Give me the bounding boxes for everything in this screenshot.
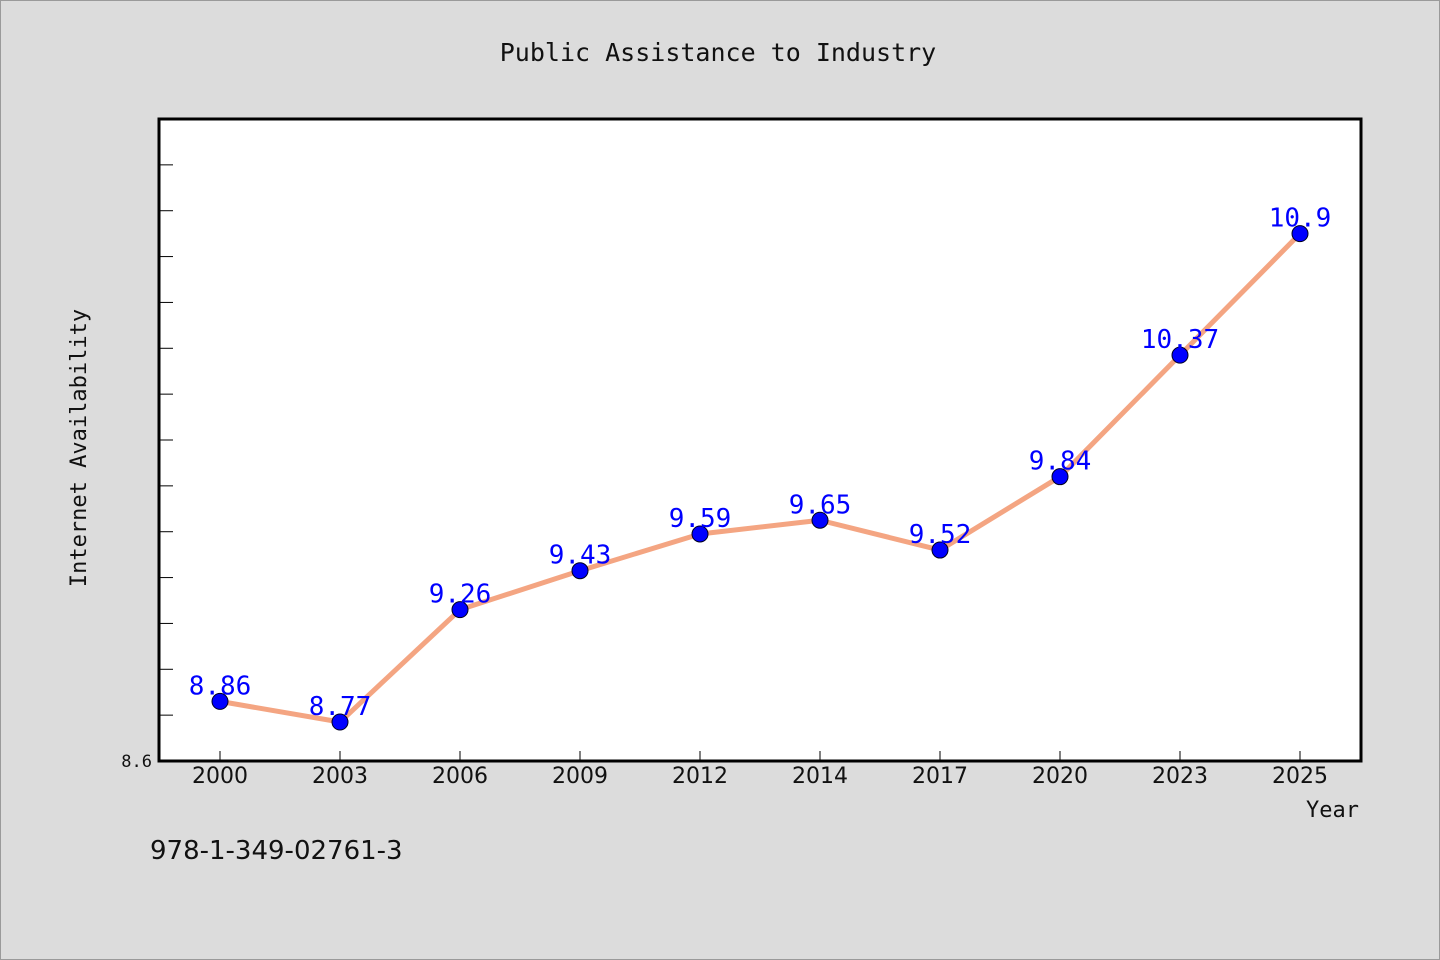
point-2023: [1171, 346, 1189, 364]
x-tick-label-2000: 2000: [192, 764, 248, 789]
data-label-2017: 9.52: [909, 520, 972, 550]
point-2014: [811, 511, 829, 529]
point-2006: [451, 601, 469, 619]
x-tick-label-2020: 2020: [1032, 764, 1088, 789]
data-label-2009: 9.43: [549, 541, 612, 571]
x-tick-label-2003: 2003: [312, 764, 368, 789]
series-markers: [211, 225, 1309, 731]
x-tick-label-2025: 2025: [1272, 764, 1328, 789]
data-label-2020: 9.84: [1029, 447, 1092, 477]
x-tick-label-2009: 2009: [552, 764, 608, 789]
data-label-2000: 8.86: [189, 671, 252, 701]
x-axis-label: Year: [1306, 798, 1359, 823]
data-label-2012: 9.59: [669, 504, 732, 534]
point-2000: [211, 692, 229, 710]
point-2017: [931, 541, 949, 559]
point-2025: [1291, 225, 1309, 243]
data-label-2003: 8.77: [309, 692, 372, 722]
x-tick-label-2014: 2014: [792, 764, 848, 789]
data-label-2006: 9.26: [429, 580, 492, 610]
point-2003: [331, 713, 349, 731]
data-labels: 8.86 8.77 9.26 9.43 9.59 9.65 9.52 9.84 10.37 10.…: [189, 204, 1332, 722]
point-2020: [1051, 468, 1069, 486]
plot-area: [157, 117, 1363, 763]
y-axis-label: Internet Availability: [67, 309, 92, 587]
x-axis-ticks: [219, 751, 1301, 761]
data-label-2025: 10.9: [1269, 204, 1332, 234]
y-axis-ticks: [159, 164, 173, 716]
x-tick-labels: 2000 2003 2006 2009 2012 2014 2017 2020 2023 2025: [192, 764, 1328, 789]
x-tick-label-2012: 2012: [672, 764, 728, 789]
y-tick-label-8.6: 8.6: [121, 752, 152, 772]
x-tick-label-2006: 2006: [432, 764, 488, 789]
footer-code: 978-1-349-02761-3: [150, 836, 403, 866]
data-label-2014: 9.65: [789, 490, 852, 520]
point-2012: [691, 525, 709, 543]
chart-title: Public Assistance to Industry: [500, 38, 937, 67]
point-2009: [571, 562, 589, 580]
data-label-2023: 10.37: [1141, 325, 1219, 355]
x-tick-label-2023: 2023: [1152, 764, 1208, 789]
x-tick-label-2017: 2017: [912, 764, 968, 789]
series-line: [217, 231, 1303, 725]
